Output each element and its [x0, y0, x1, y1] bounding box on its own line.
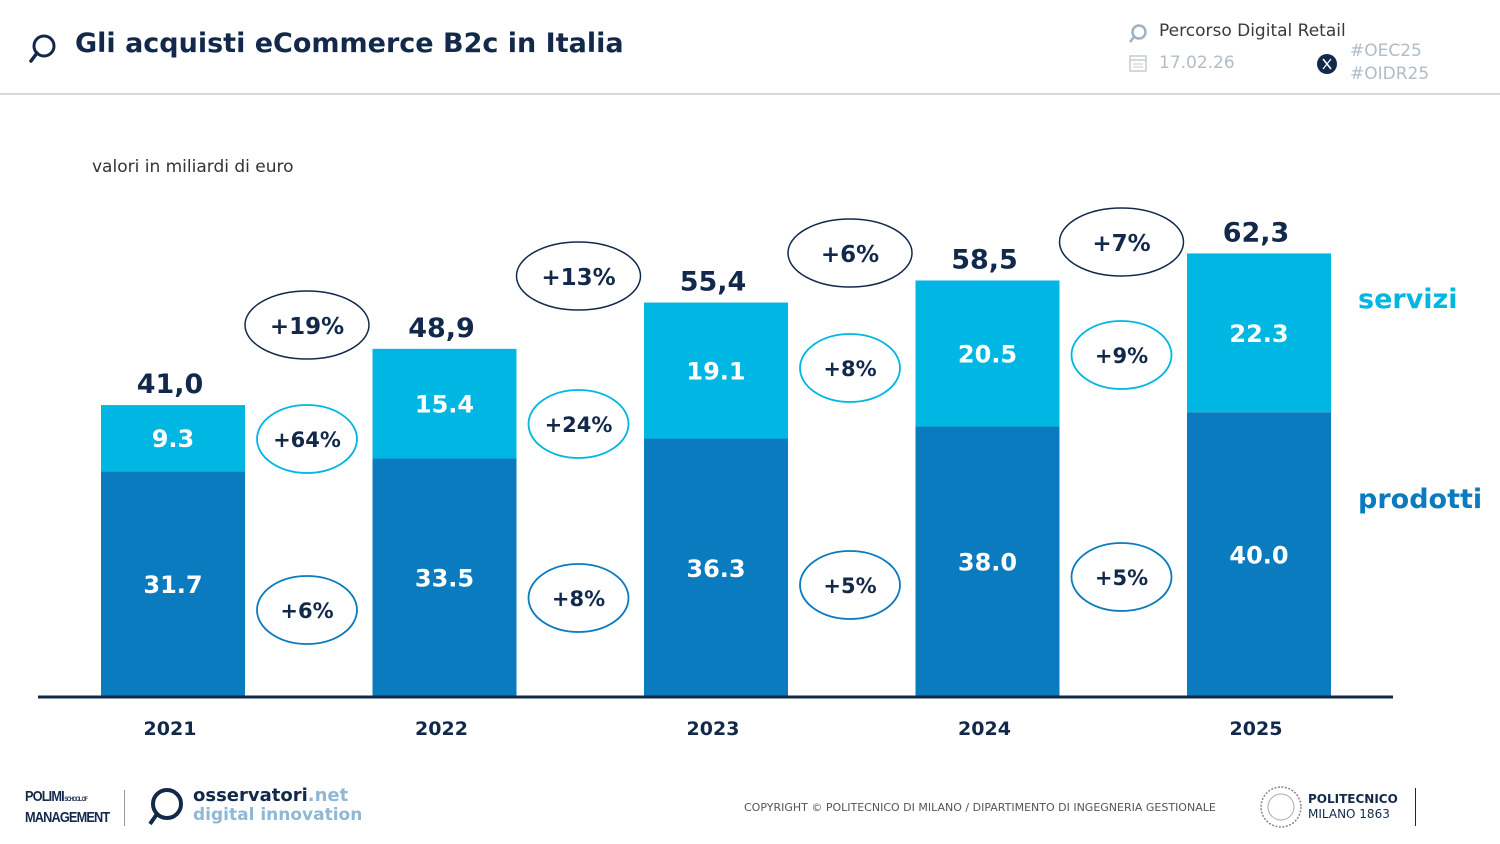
bar-servizi [915, 280, 1060, 427]
growth-prodotti-ellipse [799, 550, 901, 620]
growth-servizi-ellipse [1070, 320, 1173, 390]
total-label: 58,5 [951, 244, 1018, 275]
growth-servizi-ellipse [799, 333, 901, 403]
growth-prodotti-label: +5% [1095, 566, 1148, 590]
growth-servizi-label: +9% [1095, 344, 1148, 368]
growth-total-ellipse [244, 290, 370, 360]
growth-total-ellipse [1058, 207, 1185, 277]
bar-prodotti [101, 471, 245, 697]
osservatori-logo-icon [148, 788, 183, 826]
hashtag: #OEC25 [1350, 41, 1422, 61]
legend-servizi: servizi [1358, 284, 1458, 315]
x-tick-label: 2024 [958, 718, 1011, 740]
bar-servizi [372, 348, 517, 459]
divider [124, 790, 125, 826]
data-label-servizi: 15.4 [415, 391, 474, 419]
total-label: 48,9 [408, 313, 475, 344]
data-label-prodotti: 36.3 [686, 555, 745, 583]
growth-total-label: +13% [541, 265, 615, 291]
bar-prodotti [915, 426, 1060, 697]
bar-servizi [644, 302, 788, 439]
path-label: Percorso Digital Retail [1159, 21, 1346, 41]
bar-servizi [1187, 253, 1331, 413]
x-tick-label: 2021 [144, 718, 197, 740]
data-label-servizi: 20.5 [958, 340, 1017, 368]
bar-prodotti [1187, 412, 1331, 697]
growth-total-ellipse [515, 241, 642, 311]
divider [1415, 788, 1416, 826]
growth-prodotti-label: +6% [280, 599, 333, 623]
growth-total-label: +19% [270, 314, 344, 340]
data-label-servizi: 9.3 [152, 425, 195, 453]
growth-prodotti-label: +8% [552, 587, 605, 611]
magnifier-icon [1129, 24, 1147, 43]
x-tick-label: 2025 [1230, 718, 1283, 740]
bar-servizi [101, 405, 245, 472]
data-label-servizi: 22.3 [1229, 320, 1288, 348]
x-tick-label: 2023 [687, 718, 740, 740]
growth-servizi-label: +8% [823, 357, 876, 381]
growth-servizi-ellipse [527, 389, 630, 459]
data-label-prodotti: 33.5 [415, 565, 474, 593]
calendar-icon [1129, 55, 1147, 72]
growth-servizi-ellipse [256, 404, 358, 474]
date-label: 17.02.26 [1159, 53, 1235, 73]
data-label-prodotti: 40.0 [1229, 542, 1288, 570]
data-label-prodotti: 31.7 [143, 571, 202, 599]
growth-prodotti-ellipse [256, 575, 358, 645]
magnifier-icon [29, 34, 56, 63]
total-label: 41,0 [137, 369, 204, 400]
growth-total-ellipse [787, 218, 913, 288]
total-label: 55,4 [680, 267, 747, 298]
hashtag: #OIDR25 [1350, 64, 1430, 84]
data-label-prodotti: 38.0 [958, 549, 1017, 577]
growth-total-label: +7% [1092, 231, 1150, 257]
polimi-logo: POLIMI SCHOOL OF MANAGEMENT [25, 788, 110, 826]
header-divider [0, 93, 1500, 95]
total-label: 62,3 [1223, 217, 1290, 248]
chart-subtitle: valori in miliardi di euro [92, 157, 294, 177]
growth-servizi-label: +24% [545, 413, 613, 437]
page-title: Gli acquisti eCommerce B2c in Italia [75, 28, 624, 59]
bar-prodotti [644, 438, 788, 697]
copyright: COPYRIGHT © POLITECNICO DI MILANO / DIPA… [744, 801, 1216, 814]
legend-prodotti: prodotti [1358, 484, 1482, 515]
growth-servizi-label: +64% [273, 428, 341, 452]
growth-total-label: +6% [821, 242, 879, 268]
growth-prodotti-ellipse [1070, 542, 1173, 612]
growth-prodotti-label: +5% [823, 574, 876, 598]
data-label-servizi: 19.1 [686, 358, 745, 386]
growth-prodotti-ellipse [527, 563, 630, 633]
x-tick-label: 2022 [415, 718, 468, 740]
politecnico-logo: POLITECNICO MILANO 1863 [1308, 792, 1398, 821]
bar-prodotti [372, 458, 517, 697]
osservatori-logo: osservatori.net digital innovation [193, 785, 363, 825]
politecnico-seal-icon [1260, 786, 1302, 828]
x-logo-icon [1317, 54, 1337, 74]
